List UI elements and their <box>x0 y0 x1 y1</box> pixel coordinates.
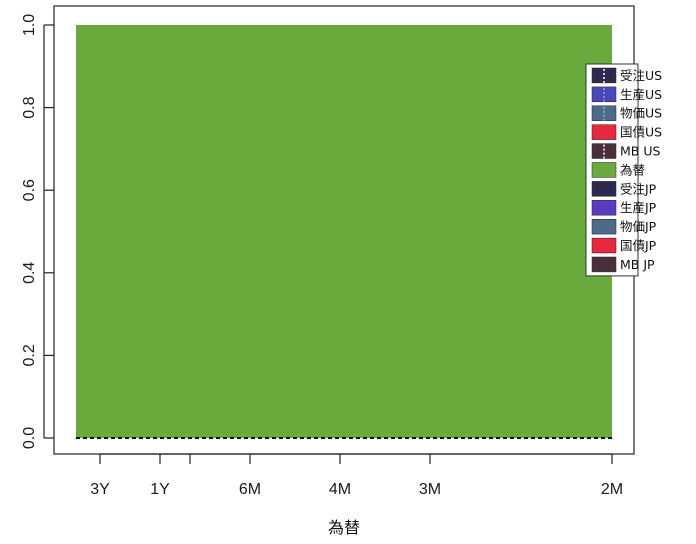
y-tick-label: 0.6 <box>21 179 38 201</box>
x-tick-label: 3M <box>419 481 441 498</box>
legend-label: 生産US <box>620 87 662 102</box>
legend-swatch <box>591 181 617 197</box>
legend-label: 為替 <box>620 162 646 177</box>
x-tick-label: 3Y <box>90 481 110 498</box>
x-tick-label: 2M <box>601 481 623 498</box>
y-tick-label: 0.0 <box>21 427 38 449</box>
legend-swatch <box>591 162 617 178</box>
y-tick-label: 0.8 <box>21 96 38 118</box>
x-tick-label: 1Y <box>150 481 170 498</box>
area-series-5 <box>76 25 612 438</box>
legend-label: 生産JP <box>620 200 657 215</box>
x-tick-label: 4M <box>329 481 351 498</box>
x-axis: 3Y 1Y 6M 4M 3M 2M <box>90 453 623 498</box>
x-tick-label: 6M <box>239 481 261 498</box>
legend-swatch <box>591 124 617 140</box>
legend-label: 物価US <box>620 106 662 121</box>
legend-label: 物価JP <box>620 219 657 234</box>
legend-label: 受注JP <box>620 181 657 196</box>
legend-swatch <box>591 105 617 121</box>
legend-label: MB US <box>620 144 660 159</box>
legend-swatch <box>591 237 617 254</box>
area-layer <box>76 25 612 438</box>
legend-swatch <box>591 218 617 235</box>
y-tick-label: 0.2 <box>21 344 38 366</box>
x-axis-title: 為替 <box>328 518 360 537</box>
legend-label: 受注US <box>620 68 662 83</box>
legend-swatch <box>591 256 617 273</box>
y-axis: 0.0 0.2 0.4 0.6 0.8 1.0 <box>21 14 54 449</box>
legend-swatch <box>591 200 617 216</box>
y-tick-label: 0.4 <box>21 262 38 284</box>
legend-label: 国債JP <box>620 238 657 253</box>
legend-label: MB JP <box>620 257 655 272</box>
legend-label: 国債US <box>620 125 662 140</box>
y-tick-label: 1.0 <box>21 14 38 36</box>
